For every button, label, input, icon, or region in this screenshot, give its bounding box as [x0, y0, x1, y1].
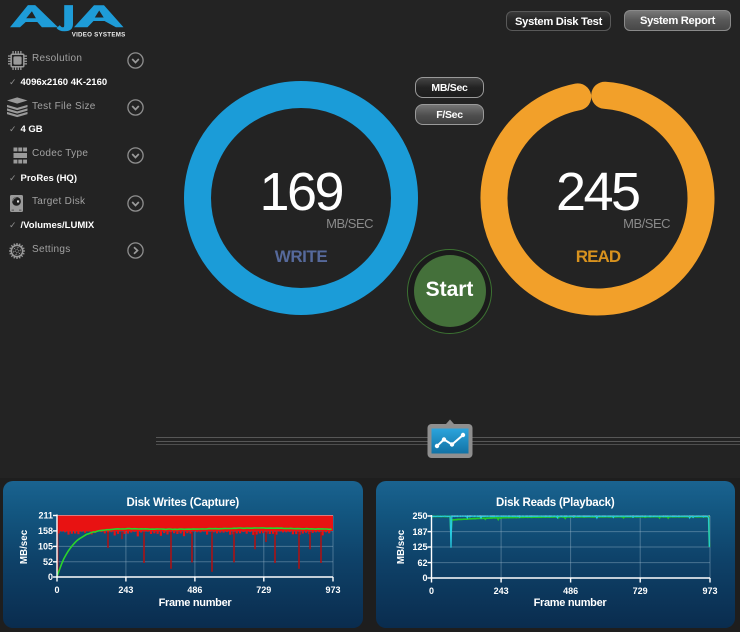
svg-text:125: 125 [412, 542, 427, 552]
svg-text:MB/sec: MB/sec [396, 529, 407, 564]
svg-text:211: 211 [38, 511, 53, 521]
svg-text:62: 62 [417, 558, 427, 568]
svg-text:0: 0 [429, 586, 434, 596]
svg-text:486: 486 [563, 586, 578, 596]
svg-text:243: 243 [118, 585, 133, 595]
svg-text:Frame number: Frame number [534, 597, 608, 609]
svg-text:0: 0 [48, 572, 53, 582]
svg-text:973: 973 [702, 586, 717, 596]
svg-text:729: 729 [633, 586, 648, 596]
svg-text:105: 105 [38, 542, 53, 552]
svg-text:VIDEO SYSTEMS: VIDEO SYSTEMS [72, 32, 126, 39]
svg-text:52: 52 [43, 557, 53, 567]
svg-text:250: 250 [412, 511, 427, 521]
svg-text:158: 158 [38, 526, 53, 536]
svg-text:187: 187 [412, 527, 427, 537]
svg-text:973: 973 [325, 585, 340, 595]
svg-text:MB/sec: MB/sec [19, 529, 30, 564]
svg-text:0: 0 [54, 585, 59, 595]
svg-text:Frame number: Frame number [159, 597, 233, 609]
svg-text:243: 243 [494, 586, 509, 596]
svg-text:486: 486 [187, 585, 202, 595]
svg-text:729: 729 [256, 585, 271, 595]
svg-text:0: 0 [422, 573, 427, 583]
